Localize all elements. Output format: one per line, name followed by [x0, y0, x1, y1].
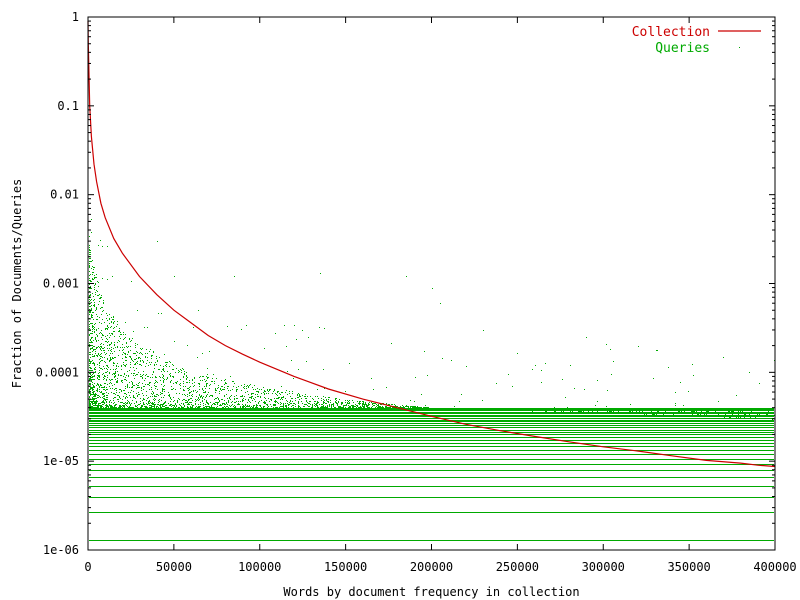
queries-point — [174, 276, 175, 277]
x-tick-label: 250000 — [496, 560, 539, 574]
queries-point — [157, 241, 158, 242]
queries-point — [432, 288, 433, 289]
queries-point — [483, 330, 484, 331]
x-tick-label: 300000 — [582, 560, 625, 574]
y-tick-label: 1e-06 — [43, 543, 79, 557]
queries-point — [586, 337, 587, 338]
queries-point — [723, 357, 724, 358]
y-tick-label: 0.0001 — [36, 365, 79, 379]
queries-points — [89, 219, 775, 420]
x-axis: 0 50000 100000 150000 200000 250000 300000 3500… — [84, 17, 797, 574]
x-tick-label: 100000 — [238, 560, 281, 574]
x-tick-label: 150000 — [324, 560, 367, 574]
legend-queries-label: Queries — [655, 41, 710, 56]
queries-point — [535, 365, 536, 366]
x-tick-label: 50000 — [156, 560, 192, 574]
collection-series — [87, 21, 776, 468]
y-tick-label: 1e-05 — [43, 454, 79, 468]
queries-point — [320, 273, 321, 274]
collection-line — [87, 21, 776, 468]
queries-point — [234, 276, 235, 277]
queries-point — [406, 276, 407, 277]
legend-collection-label: Collection — [632, 25, 710, 40]
queries-point — [749, 372, 750, 373]
legend-queries-swatch — [739, 47, 740, 48]
queries-point — [440, 303, 441, 304]
x-tick-label: 400000 — [753, 560, 796, 574]
x-tick-label: 200000 — [410, 560, 453, 574]
queries-series — [89, 219, 775, 541]
y-tick-label: 1 — [72, 10, 79, 24]
x-tick-label: 0 — [84, 560, 91, 574]
x-axis-label: Words by document frequency in collectio… — [283, 585, 579, 599]
x-tick-label: 350000 — [667, 560, 710, 574]
y-axis: 1e-06 1e-05 0.0001 0.001 0.01 0.1 1 — [36, 10, 775, 557]
y-axis-label: Fraction of Documents/Queries — [10, 179, 24, 389]
y-tick-label: 0.001 — [43, 277, 79, 291]
legend: Collection Queries — [632, 25, 761, 56]
y-tick-label: 0.1 — [57, 99, 79, 113]
y-tick-label: 0.01 — [50, 188, 79, 202]
queries-point — [638, 346, 639, 347]
